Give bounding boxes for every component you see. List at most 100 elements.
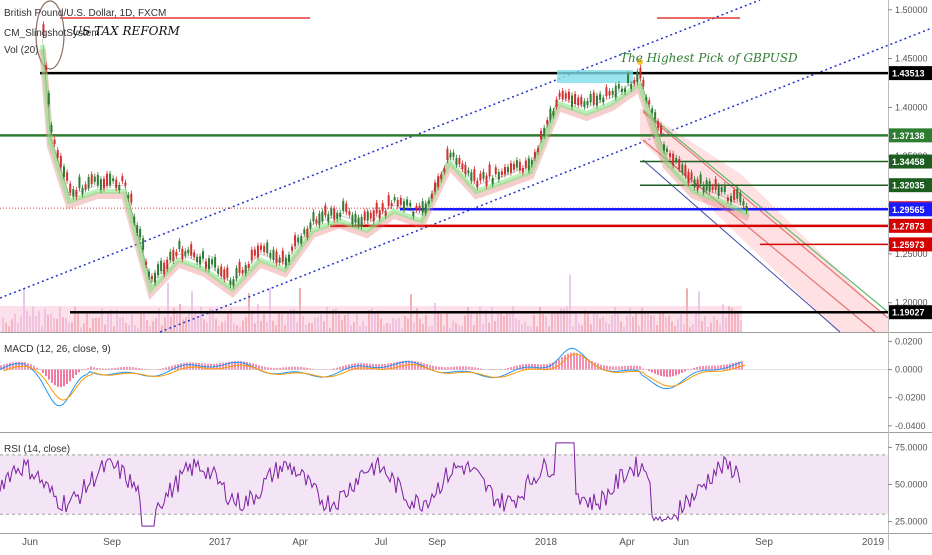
macd-hist-bar	[687, 370, 689, 371]
candle-body	[196, 257, 198, 262]
macd-hist-bar	[84, 369, 86, 370]
macd-hist-bar	[63, 370, 65, 387]
macd-hist-bar	[642, 369, 644, 370]
macd-hist-bar	[636, 366, 638, 370]
macd-hist-bar	[165, 367, 167, 369]
macd-hist-bar	[480, 369, 482, 370]
candle-body	[112, 178, 114, 181]
time-axis-label-1: Sep	[103, 537, 121, 548]
candle-body	[324, 205, 326, 215]
volume-base	[0, 306, 742, 332]
macd-hist-bar	[378, 364, 380, 369]
macd-hist-bar	[282, 367, 284, 369]
candle-body	[254, 250, 256, 256]
candle-body	[109, 174, 111, 185]
candle-body	[226, 268, 228, 278]
candle-body	[452, 152, 454, 157]
macd-hist-bar	[189, 362, 191, 369]
candle-body	[618, 84, 620, 88]
down-channel-red-fill	[640, 108, 888, 332]
macd-hist-bar	[693, 368, 695, 370]
candle-body	[510, 163, 512, 173]
candle-body	[166, 260, 168, 270]
macd-hist-bar	[741, 361, 743, 370]
macd-hist-bar	[87, 368, 89, 369]
macd-hist-bar	[462, 366, 464, 369]
highest-zone-highlight	[557, 70, 633, 83]
macd-hist-bar	[459, 366, 461, 369]
candle-body	[742, 201, 744, 205]
macd-hist-bar	[111, 368, 113, 369]
candle-body	[712, 187, 714, 190]
candle-body	[187, 250, 189, 254]
candle-body	[703, 185, 705, 193]
macd-hist-bar	[162, 368, 164, 369]
candle-body	[45, 65, 47, 70]
rsi-tick-label-0: 75.0000	[895, 442, 928, 452]
candle-body	[139, 229, 141, 237]
down-channel-red-upper	[643, 112, 888, 318]
macd-hist-bar	[471, 367, 473, 370]
macd-hist-bar	[672, 370, 674, 377]
macd-hist-bar	[621, 366, 623, 369]
candle-body	[151, 276, 153, 279]
candle-body	[345, 204, 347, 213]
candle-body	[78, 177, 80, 188]
macd-hist-bar	[264, 367, 266, 370]
macd-tick-label-3: -0.0400	[895, 421, 926, 431]
macd-hist-bar	[717, 365, 719, 369]
candle-body	[157, 264, 159, 275]
candle-body	[260, 246, 262, 250]
candle-body	[88, 177, 90, 188]
macd-hist-bar	[333, 369, 335, 370]
candle-body	[69, 184, 71, 193]
price-tick-label-0: 1.50000	[895, 5, 928, 15]
time-axis-label-3: Apr	[292, 537, 308, 548]
candle-body	[348, 211, 350, 215]
candle-body	[400, 198, 402, 205]
candle-body	[382, 203, 384, 211]
macd-hist-bar	[288, 367, 290, 370]
macd-hist-bar	[117, 368, 119, 370]
macd-hist-bar	[615, 366, 617, 369]
candle-body	[687, 172, 689, 184]
time-axis-label-6: 2018	[535, 537, 558, 548]
candle-body	[657, 121, 659, 128]
macd-hist-bar	[543, 364, 545, 369]
candle-body	[388, 195, 390, 206]
candle-body	[715, 179, 717, 190]
candle-body	[142, 238, 144, 250]
candle-body	[130, 194, 132, 203]
candle-body	[394, 197, 396, 200]
candle-body	[700, 174, 702, 184]
macd-hist-bar	[303, 367, 305, 369]
candle-body	[691, 172, 693, 179]
rsi-tick-label-2: 25.0000	[895, 517, 928, 527]
macd-hist-bar	[447, 367, 449, 369]
candle-body	[706, 180, 708, 190]
macd-hist-bar	[267, 367, 269, 369]
candle-body	[489, 165, 491, 177]
candle-body	[559, 93, 561, 97]
macd-hist-bar	[300, 367, 302, 370]
macd-hist-bar	[195, 363, 197, 370]
macd-hist-bar	[681, 370, 683, 373]
candle-body	[627, 74, 629, 83]
candle-body	[681, 164, 683, 172]
macd-hist-bar	[651, 370, 653, 373]
macd-hist-bar	[624, 366, 626, 370]
candle-body	[214, 257, 216, 268]
macd-hist-bar	[168, 367, 170, 370]
candle-body	[479, 174, 481, 181]
macd-hist-bar	[660, 370, 662, 376]
macd-hist-bar	[120, 367, 122, 369]
macd-hist-bar	[297, 367, 299, 370]
macd-hist-bar	[135, 368, 137, 370]
candle-body	[169, 252, 171, 260]
candle-body	[678, 159, 680, 169]
macd-line	[0, 348, 741, 406]
macd-hist-bar	[684, 370, 686, 372]
macd-hist-bar	[48, 370, 50, 380]
candle-body	[66, 172, 68, 180]
macd-hist-bar	[159, 369, 161, 370]
